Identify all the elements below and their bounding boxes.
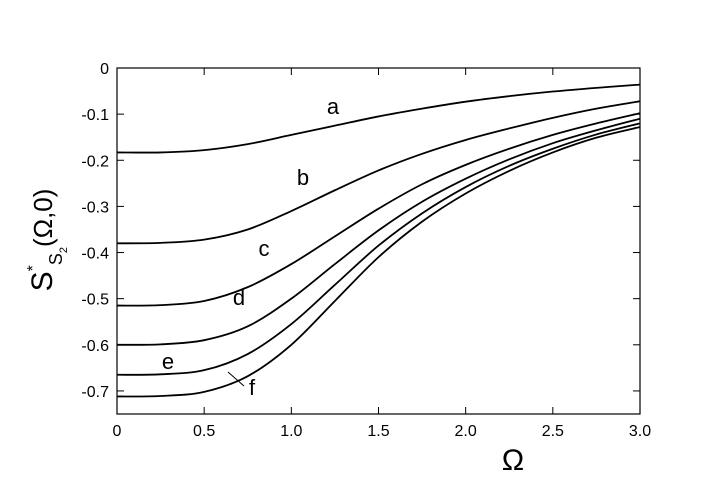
y-tick-label: -0.2 [81, 153, 109, 170]
curve-label: c [259, 236, 270, 261]
y-label-sub: S [46, 253, 66, 265]
curve-label: b [297, 165, 309, 190]
curve [116, 112, 641, 307]
curve-label: e [162, 349, 174, 374]
y-label-sup: * [25, 265, 42, 271]
y-label-rest: (Ω,0) [28, 189, 58, 247]
y-tick-label: -0.4 [81, 246, 109, 263]
curve [116, 83, 641, 154]
curve-label: a [327, 94, 340, 119]
x-tick-label: 1.0 [280, 423, 302, 440]
y-tick-label: -0.1 [81, 107, 109, 124]
curve-label: f [249, 375, 256, 400]
y-axis-label: S*S2(Ω,0) [25, 189, 70, 292]
y-label-subsub: 2 [58, 247, 70, 253]
curve [116, 100, 641, 245]
curve [116, 122, 641, 376]
curve-label: d [233, 285, 245, 310]
leader-line [227, 371, 245, 387]
x-tick-label: 2.5 [542, 423, 564, 440]
y-tick-label: -0.7 [81, 384, 109, 401]
y-tick-label: -0.5 [81, 292, 109, 309]
curve [116, 126, 641, 398]
y-tick-label: 0 [100, 61, 109, 78]
x-tick-label: 2.0 [455, 423, 477, 440]
y-label-text: S*S2(Ω,0) [25, 189, 70, 292]
y-tick-label: -0.3 [81, 199, 109, 216]
y-tick-label: -0.6 [81, 338, 109, 355]
x-tick-label: 1.5 [367, 423, 389, 440]
x-tick-label: 0.5 [193, 423, 215, 440]
y-label-main: S [26, 271, 59, 291]
x-tick-label: 3.0 [629, 423, 651, 440]
curve [116, 117, 641, 346]
x-axis-label: Ω [502, 444, 524, 477]
x-tick-label: 0 [113, 423, 122, 440]
